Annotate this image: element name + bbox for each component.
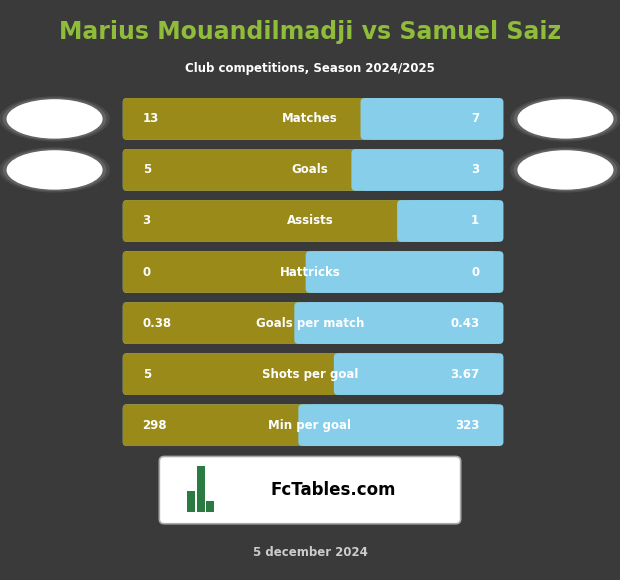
Text: Goals per match: Goals per match — [256, 317, 364, 329]
Text: 5: 5 — [143, 164, 151, 176]
Text: 13: 13 — [143, 113, 159, 125]
Ellipse shape — [6, 150, 103, 190]
FancyBboxPatch shape — [123, 404, 313, 446]
FancyBboxPatch shape — [123, 200, 497, 242]
Text: 7: 7 — [471, 113, 479, 125]
Text: 0.43: 0.43 — [450, 317, 479, 329]
FancyBboxPatch shape — [123, 353, 497, 395]
Text: Shots per goal: Shots per goal — [262, 368, 358, 380]
Text: Club competitions, Season 2024/2025: Club competitions, Season 2024/2025 — [185, 62, 435, 75]
FancyBboxPatch shape — [332, 357, 344, 391]
FancyBboxPatch shape — [304, 255, 316, 289]
FancyBboxPatch shape — [206, 501, 214, 512]
FancyBboxPatch shape — [123, 404, 497, 446]
FancyBboxPatch shape — [362, 102, 371, 136]
FancyBboxPatch shape — [353, 153, 362, 187]
FancyBboxPatch shape — [306, 251, 503, 293]
FancyBboxPatch shape — [123, 98, 497, 140]
Text: 3.67: 3.67 — [450, 368, 479, 380]
FancyBboxPatch shape — [335, 357, 344, 391]
Text: 0: 0 — [471, 266, 479, 278]
Ellipse shape — [513, 148, 618, 191]
FancyBboxPatch shape — [358, 102, 371, 136]
Ellipse shape — [6, 99, 103, 139]
FancyBboxPatch shape — [123, 149, 366, 191]
Ellipse shape — [0, 96, 110, 142]
FancyBboxPatch shape — [350, 153, 362, 187]
Text: 323: 323 — [455, 419, 479, 432]
Text: 0.38: 0.38 — [143, 317, 172, 329]
Text: 0: 0 — [143, 266, 151, 278]
FancyBboxPatch shape — [159, 456, 461, 524]
Ellipse shape — [518, 99, 614, 139]
Ellipse shape — [510, 147, 620, 193]
FancyBboxPatch shape — [123, 353, 348, 395]
Text: 5 december 2024: 5 december 2024 — [252, 546, 368, 559]
FancyBboxPatch shape — [334, 353, 503, 395]
Text: Min per goal: Min per goal — [268, 419, 352, 432]
FancyBboxPatch shape — [293, 306, 305, 340]
FancyBboxPatch shape — [296, 408, 309, 442]
Text: Marius Mouandilmadji vs Samuel Saiz: Marius Mouandilmadji vs Samuel Saiz — [59, 20, 561, 44]
Text: 3: 3 — [471, 164, 479, 176]
Ellipse shape — [510, 96, 620, 142]
FancyBboxPatch shape — [123, 98, 376, 140]
Ellipse shape — [2, 148, 107, 191]
FancyBboxPatch shape — [197, 466, 205, 512]
Text: 1: 1 — [471, 215, 479, 227]
FancyBboxPatch shape — [399, 204, 408, 238]
Text: FcTables.com: FcTables.com — [270, 481, 396, 499]
FancyBboxPatch shape — [123, 251, 321, 293]
Ellipse shape — [513, 97, 618, 140]
Ellipse shape — [2, 97, 107, 140]
Text: Matches: Matches — [282, 113, 338, 125]
FancyBboxPatch shape — [123, 149, 497, 191]
Text: 3: 3 — [143, 215, 151, 227]
FancyBboxPatch shape — [294, 302, 503, 344]
Ellipse shape — [518, 150, 614, 190]
FancyBboxPatch shape — [123, 302, 497, 344]
FancyBboxPatch shape — [299, 408, 309, 442]
FancyBboxPatch shape — [298, 404, 503, 446]
Text: Hattricks: Hattricks — [280, 266, 340, 278]
FancyBboxPatch shape — [123, 200, 412, 242]
Text: 5: 5 — [143, 368, 151, 380]
FancyBboxPatch shape — [296, 306, 305, 340]
FancyBboxPatch shape — [397, 200, 503, 242]
FancyBboxPatch shape — [352, 149, 503, 191]
FancyBboxPatch shape — [361, 98, 503, 140]
FancyBboxPatch shape — [307, 255, 316, 289]
FancyBboxPatch shape — [123, 302, 309, 344]
FancyBboxPatch shape — [123, 251, 497, 293]
FancyBboxPatch shape — [187, 491, 195, 512]
Ellipse shape — [0, 147, 110, 193]
Text: Goals: Goals — [291, 164, 329, 176]
Text: Assists: Assists — [286, 215, 334, 227]
FancyBboxPatch shape — [396, 204, 408, 238]
Text: 298: 298 — [143, 419, 167, 432]
